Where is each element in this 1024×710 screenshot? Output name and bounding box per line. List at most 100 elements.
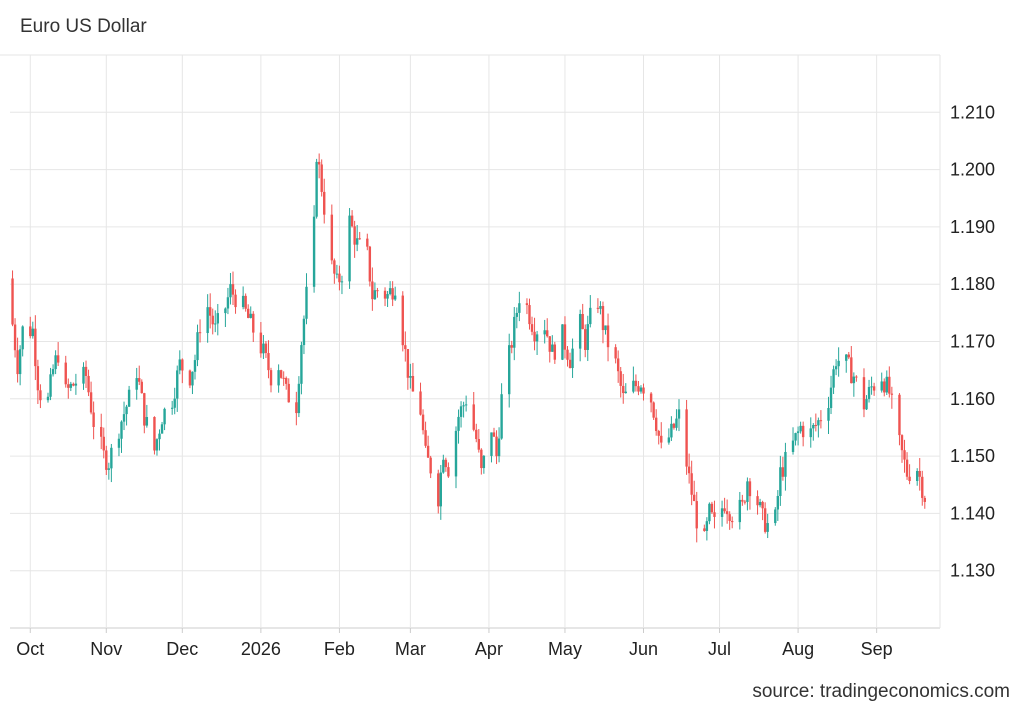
- candle-body: [229, 284, 232, 298]
- candle: [890, 386, 894, 409]
- candle: [475, 423, 478, 443]
- candle-body: [850, 357, 853, 384]
- candle: [812, 423, 815, 441]
- candle: [908, 464, 911, 485]
- candle: [406, 349, 410, 390]
- candle-body: [477, 438, 481, 450]
- candle: [216, 303, 219, 336]
- candle-body: [649, 393, 653, 403]
- candle-body: [497, 438, 501, 457]
- candle: [229, 272, 232, 305]
- candle-body: [252, 313, 255, 333]
- candle-body: [353, 226, 356, 245]
- candle-body: [799, 425, 802, 432]
- x-tick-label: Dec: [166, 639, 198, 659]
- candle-body: [690, 473, 693, 495]
- candle: [774, 507, 777, 526]
- candle-body: [198, 332, 202, 334]
- candle: [18, 345, 22, 386]
- candle-body: [490, 432, 493, 456]
- candle-body: [687, 466, 691, 474]
- candle-body: [439, 472, 442, 507]
- candle: [173, 387, 176, 415]
- candle: [411, 362, 415, 392]
- candle: [596, 298, 600, 314]
- candle-body: [315, 161, 318, 217]
- candle-body: [426, 445, 430, 458]
- candle-body: [163, 408, 166, 425]
- candle-body: [898, 394, 901, 436]
- candle: [781, 456, 785, 481]
- candle-body: [675, 418, 678, 428]
- candle: [36, 359, 40, 404]
- candle-body: [160, 424, 164, 434]
- candle-body: [386, 294, 389, 299]
- candle: [490, 432, 493, 463]
- candle: [437, 469, 440, 514]
- candle: [614, 344, 617, 364]
- candles: [11, 153, 926, 543]
- candle-body: [720, 508, 724, 517]
- candle-body: [657, 431, 660, 436]
- candle: [193, 354, 197, 380]
- candle-body: [39, 390, 42, 401]
- candle: [89, 381, 93, 415]
- candle: [404, 331, 407, 362]
- y-tick-label: 1.190: [950, 217, 995, 237]
- candle: [791, 427, 795, 455]
- candle: [533, 317, 536, 351]
- candle-body: [883, 381, 886, 393]
- candle: [373, 282, 377, 300]
- candle-body: [530, 324, 534, 332]
- candle: [705, 517, 709, 541]
- candle-body: [64, 362, 67, 385]
- candle: [191, 371, 194, 395]
- grid-lines: [0, 54, 941, 633]
- candle: [92, 401, 95, 440]
- candle: [518, 291, 521, 322]
- candle-body: [743, 501, 747, 503]
- candle-body: [191, 371, 194, 386]
- candle: [801, 421, 805, 447]
- candle: [84, 360, 88, 388]
- candle-body: [454, 430, 458, 477]
- candle: [642, 383, 645, 401]
- candle: [743, 499, 747, 505]
- candle: [563, 316, 567, 359]
- candle: [832, 365, 835, 395]
- candle-body: [373, 290, 377, 300]
- candle: [424, 421, 427, 448]
- candle-body: [589, 307, 592, 325]
- candle-body: [82, 366, 85, 384]
- candle-body: [776, 495, 780, 510]
- candle: [834, 359, 838, 376]
- candle-body: [224, 308, 227, 314]
- x-tick-label: Oct: [16, 639, 44, 659]
- candle-body: [619, 371, 622, 386]
- candle: [675, 409, 678, 431]
- candle: [817, 417, 820, 438]
- candle-body: [409, 375, 412, 378]
- candle: [143, 392, 146, 434]
- candle-body: [46, 396, 50, 401]
- candle: [632, 366, 635, 394]
- candle: [731, 516, 734, 529]
- candle-body: [226, 297, 230, 309]
- y-tick-label: 1.210: [950, 102, 995, 122]
- candle: [34, 315, 37, 381]
- candle-body: [710, 503, 714, 513]
- candle-body: [391, 288, 394, 300]
- candle: [312, 205, 316, 293]
- candle-body: [548, 336, 551, 352]
- candle-body: [774, 509, 777, 524]
- candle: [87, 369, 90, 397]
- candle: [725, 499, 729, 524]
- candle-body: [429, 457, 432, 474]
- candle-body: [295, 402, 298, 414]
- candle-body: [535, 334, 539, 342]
- y-tick-label: 1.130: [950, 561, 995, 581]
- candle-body: [158, 433, 161, 440]
- candle: [269, 367, 273, 393]
- candle-body: [244, 295, 247, 309]
- candle-body: [457, 416, 460, 431]
